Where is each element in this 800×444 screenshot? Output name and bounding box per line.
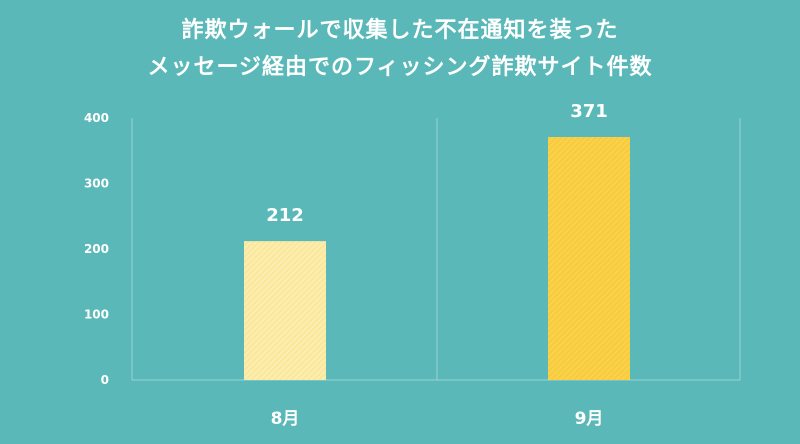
chart-title: 詐欺ウォールで収集した不在通知を装った メッセージ経由でのフィッシング詐欺サイト… [0, 12, 800, 86]
data-label-august: 212 [266, 205, 304, 226]
y-tick-label-400: 400 [84, 111, 109, 125]
chart-title-line-1: 詐欺ウォールで収集した不在通知を装った [181, 18, 619, 43]
bar-august [244, 241, 326, 380]
y-tick-label-200: 200 [84, 242, 109, 256]
x-category-label-september: 9月 [575, 409, 604, 429]
y-tick-label-300: 300 [84, 177, 109, 191]
bar-september [548, 136, 630, 380]
x-category-label-august: 8月 [271, 409, 300, 429]
data-label-september: 371 [570, 101, 608, 122]
y-tick-label-100: 100 [84, 308, 109, 322]
chart-title-line-2: メッセージ経由でのフィッシング詐欺サイト件数 [147, 55, 653, 80]
y-tick-label-0: 0 [101, 373, 109, 387]
